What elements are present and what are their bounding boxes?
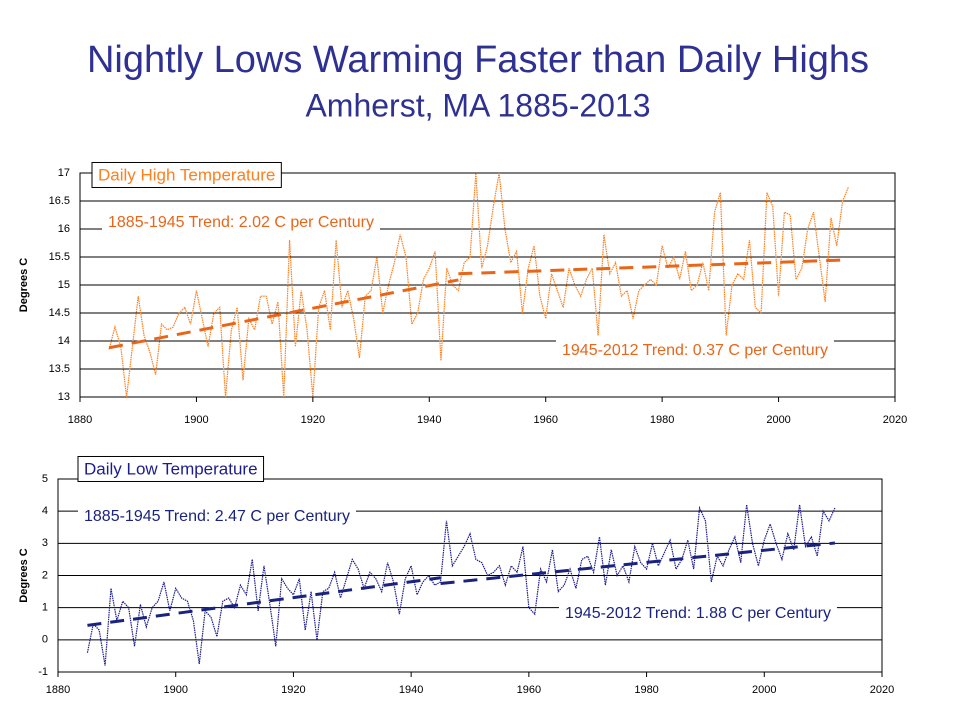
annotation: Daily Low Temperature: [77, 455, 265, 482]
x-tick-label: 2000: [752, 684, 776, 696]
y-tick-label: 1: [42, 602, 48, 614]
y-tick-label: 16: [58, 223, 70, 235]
x-tick-label: 1980: [650, 414, 674, 426]
x-tick-label: 1960: [533, 414, 557, 426]
annotation: Daily High Temperature: [91, 161, 282, 188]
trend-line: [87, 576, 441, 627]
y-tick-label: 2: [42, 569, 48, 581]
data-line: [86, 504, 836, 666]
annotation-text: Daily High Temperature: [98, 165, 275, 184]
y-tick-label: 4: [42, 505, 48, 517]
x-tick-label: 1880: [46, 684, 70, 696]
page-title: Nightly Lows Warming Faster than Daily H…: [87, 39, 869, 81]
x-tick-label: 1940: [399, 684, 423, 696]
trend-line: [440, 541, 836, 586]
x-tick-label: 2020: [870, 684, 894, 696]
data-line: [108, 172, 849, 398]
x-tick-label: 1960: [517, 684, 541, 696]
trend-line: [458, 258, 849, 276]
annotation-text: Daily Low Temperature: [84, 459, 258, 478]
y-tick-label: 15.5: [49, 251, 70, 263]
plot-frame: [79, 172, 896, 398]
y-tick-label: 17: [58, 167, 70, 179]
y-axis-label: Degrees C: [18, 548, 30, 602]
y-tick-label: 0: [42, 634, 48, 646]
annotation: 1945-2012 Trend: 0.37 C per Century: [556, 339, 834, 363]
y-tick-label: 16.5: [49, 195, 70, 207]
annotation-text: 1945-2012 Trend: 0.37 C per Century: [562, 342, 828, 359]
annotation-text: 1945-2012 Trend: 1.88 C per Century: [565, 605, 831, 622]
y-tick-label: 14: [58, 335, 70, 347]
y-axis-label: Degrees C: [18, 258, 30, 312]
y-tick-label: 13: [58, 391, 70, 403]
x-tick-label: 1880: [68, 414, 92, 426]
x-tick-label: 2000: [766, 414, 790, 426]
x-tick-label: 1920: [301, 414, 325, 426]
annotation: 1885-1945 Trend: 2.02 C per Century: [102, 211, 380, 235]
x-tick-label: 1920: [281, 684, 305, 696]
page-subtitle: Amherst, MA 1885-2013: [305, 87, 650, 123]
annotation-box: [559, 602, 837, 626]
x-tick-label: 1900: [184, 414, 208, 426]
plot-frame: [57, 478, 883, 673]
x-tick-label: 1940: [417, 414, 441, 426]
x-tick-label: 1980: [634, 684, 658, 696]
x-tick-label: 1900: [163, 684, 187, 696]
trend-line: [108, 278, 459, 350]
y-tick-label: -1: [38, 666, 48, 678]
annotation-text: 1885-1945 Trend: 2.02 C per Century: [108, 214, 374, 231]
x-tick-label: 2020: [883, 414, 907, 426]
y-tick-label: 14.5: [49, 307, 70, 319]
y-tick-label: 5: [42, 473, 48, 485]
annotation: 1945-2012 Trend: 1.88 C per Century: [559, 602, 837, 626]
annotation-box: [556, 339, 834, 363]
annotation-box: [91, 161, 282, 188]
y-tick-label: 15: [58, 279, 70, 291]
annotation-box: [102, 211, 380, 235]
annotation-box: [77, 455, 265, 482]
annotation: 1885-1945 Trend: 2.47 C per Century: [78, 505, 356, 529]
y-tick-label: 3: [42, 537, 48, 549]
annotation-text: 1885-1945 Trend: 2.47 C per Century: [84, 508, 350, 525]
annotation-box: [78, 505, 356, 529]
y-tick-label: 13.5: [49, 363, 70, 375]
